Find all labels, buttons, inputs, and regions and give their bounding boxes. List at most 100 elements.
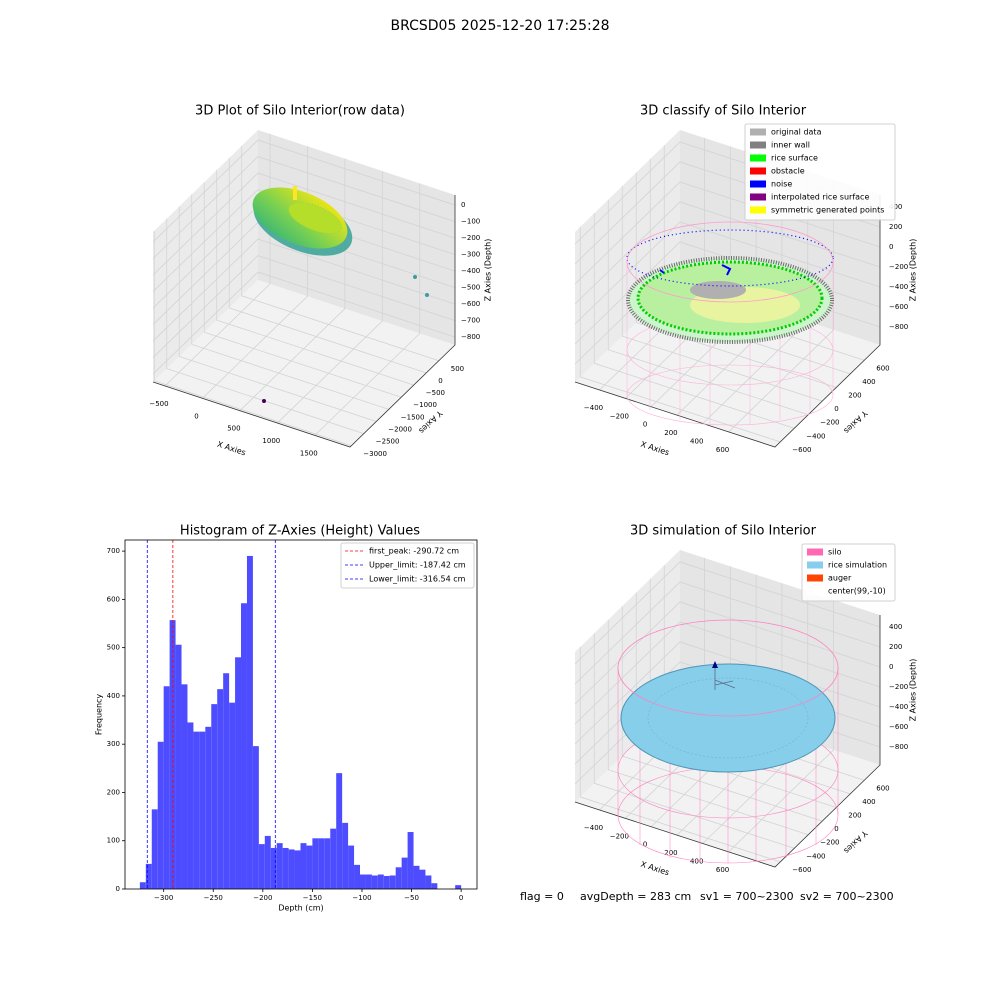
y-tick-label: −1000 (413, 401, 437, 409)
bar (425, 875, 432, 889)
bar (252, 746, 259, 889)
bar (324, 838, 331, 889)
z-tick-label: −400 (461, 267, 480, 275)
x-tick-label: 0 (194, 412, 198, 420)
y-axis-label: Y Axies (417, 408, 445, 435)
grid-line (574, 561, 881, 665)
z-tick-label: −500 (461, 284, 480, 292)
grid-line (621, 186, 823, 402)
grid-line (574, 181, 881, 285)
z-tick-label: −100 (461, 218, 480, 226)
legend-label: auger (828, 574, 852, 583)
x-tick-label: 600 (716, 446, 729, 454)
z-tick-label: −800 (889, 743, 908, 751)
bar (389, 875, 396, 889)
bar (187, 722, 194, 889)
x-tick-label: −500 (149, 400, 168, 408)
y-tick-label: −200 (820, 419, 839, 427)
legend-swatch (750, 128, 766, 136)
legend-swatch (750, 141, 766, 149)
legend-label: rice simulation (828, 561, 887, 570)
y-tick-label: 400 (862, 798, 875, 806)
grid-line (607, 199, 809, 416)
legend-label: noise (771, 180, 792, 189)
x-tick-label: 0 (643, 841, 647, 849)
bar (431, 883, 438, 889)
bar (306, 845, 313, 889)
bar (229, 702, 236, 889)
x-tick-label: 500 (227, 425, 240, 433)
x-axis-label: X Axies (640, 860, 671, 878)
z-tick-label: −400 (889, 703, 908, 711)
y-tick-label: −500 (426, 389, 445, 397)
legend-box (744, 123, 896, 221)
grid-line (152, 189, 456, 292)
y-tick-label: −2500 (376, 438, 400, 446)
grid-line (241, 145, 439, 362)
bar (270, 847, 277, 889)
bar (294, 850, 301, 889)
bar (300, 843, 307, 889)
y-tick-label: 500 (107, 644, 120, 652)
z-tick-label: 0 (461, 201, 465, 209)
y-tick-label: 0 (834, 405, 838, 413)
z-tick-label: −200 (889, 683, 908, 691)
y-tick-label: 600 (876, 364, 889, 372)
grid-line (239, 158, 346, 411)
grid-line (593, 633, 795, 849)
footer-text: avgDepth = 283 cm (580, 890, 691, 903)
bar (371, 875, 378, 889)
bar (139, 882, 146, 889)
z-tick-label: −800 (461, 333, 480, 341)
bar (419, 869, 426, 889)
grid-line (593, 213, 795, 429)
bar (175, 644, 182, 889)
bar (193, 731, 200, 889)
legend-label: symmetric generated points (771, 206, 884, 215)
z-tick-label: −600 (889, 723, 908, 731)
x-tick-label: 400 (690, 438, 703, 446)
legend-swatch (750, 206, 766, 214)
bar (401, 857, 408, 889)
grid-line (178, 206, 377, 422)
y-tick-label: −400 (806, 852, 825, 860)
grid-line (152, 271, 456, 375)
legend-label: Lower_limit: -316.54 cm (369, 575, 466, 584)
bar (246, 555, 253, 889)
y-tick-label: 700 (107, 547, 120, 555)
legend-box (340, 542, 475, 589)
z-tick-label: −300 (461, 251, 480, 259)
grid-line (166, 218, 364, 435)
chart-title: 3D classify of Silo Interior (640, 104, 807, 119)
bar (235, 657, 242, 889)
z-tick-label: 0 (889, 243, 893, 251)
z-tick-label: −600 (461, 300, 480, 308)
x-axis-label: Depth (cm) (278, 904, 323, 913)
x-tick-label: 600 (716, 866, 729, 874)
y-axis-label: Y Axies (842, 408, 870, 435)
y-tick-label: 100 (107, 837, 120, 845)
x-axis-label: X Axies (640, 440, 671, 458)
z-tick-label: −600 (889, 303, 908, 311)
grid-line (574, 601, 881, 705)
bar (217, 689, 224, 889)
legend-label: center(99,-10) (828, 587, 886, 596)
legend-label: silo (828, 548, 842, 557)
legend-swatch (807, 574, 823, 582)
bar (223, 673, 230, 889)
x-tick-label: −400 (584, 824, 603, 832)
legend-label: rice surface (771, 154, 818, 163)
axis-line (152, 195, 456, 448)
bar (282, 847, 289, 889)
y-tick-label: −400 (806, 432, 825, 440)
footer-text: sv2 = 700~2300 (800, 890, 894, 903)
y-tick-label: 600 (107, 595, 120, 603)
grid-line (203, 182, 402, 398)
grid-line (153, 230, 352, 447)
z-axis-label: Z Axies (Depth) (909, 239, 918, 302)
silo-simulation (617, 619, 839, 864)
z-tick-label: −700 (461, 317, 480, 325)
legend-label: obstacle (771, 167, 805, 176)
bar (365, 874, 372, 889)
